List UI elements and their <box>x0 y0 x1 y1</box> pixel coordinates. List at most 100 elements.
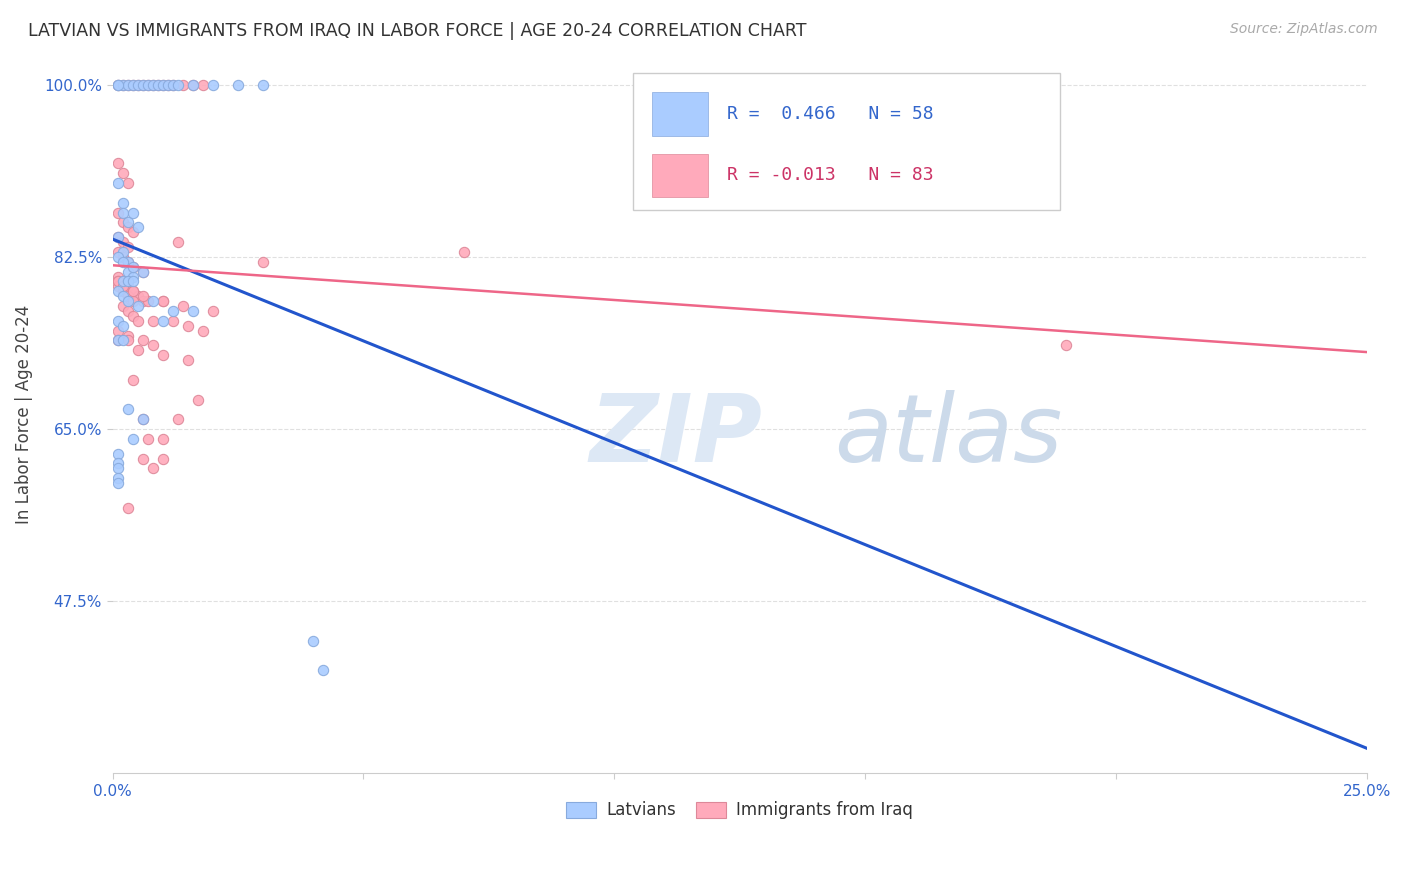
Point <box>136 78 159 92</box>
Point <box>111 195 134 210</box>
Text: Source: ZipAtlas.com: Source: ZipAtlas.com <box>1230 22 1378 37</box>
Point <box>121 78 143 92</box>
Point <box>107 285 129 299</box>
Point <box>187 392 209 407</box>
Point <box>111 205 134 219</box>
Point <box>117 176 139 190</box>
Point <box>117 240 139 254</box>
Point <box>111 166 134 180</box>
Point <box>107 275 129 289</box>
FancyBboxPatch shape <box>633 73 1060 210</box>
Point <box>156 78 179 92</box>
Point <box>191 78 214 92</box>
Point <box>121 225 143 239</box>
Point <box>152 314 174 328</box>
Point <box>117 275 139 289</box>
Point <box>121 275 143 289</box>
Point <box>107 230 129 244</box>
Point <box>117 500 139 515</box>
FancyBboxPatch shape <box>652 154 709 197</box>
Point <box>142 461 165 475</box>
Point <box>117 264 139 278</box>
Point <box>252 254 274 268</box>
Point <box>131 451 153 466</box>
Point <box>312 663 335 677</box>
Point <box>127 299 149 313</box>
Point <box>121 260 143 274</box>
Point <box>117 254 139 268</box>
Point <box>121 269 143 284</box>
Point <box>152 348 174 362</box>
Point <box>181 78 204 92</box>
Text: LATVIAN VS IMMIGRANTS FROM IRAQ IN LABOR FORCE | AGE 20-24 CORRELATION CHART: LATVIAN VS IMMIGRANTS FROM IRAQ IN LABOR… <box>28 22 807 40</box>
Point <box>302 633 325 648</box>
Point <box>117 328 139 343</box>
Point <box>131 264 153 278</box>
Point <box>162 314 184 328</box>
Point <box>107 324 129 338</box>
Point <box>152 451 174 466</box>
Text: R =  0.466   N = 58: R = 0.466 N = 58 <box>727 105 934 123</box>
Point <box>201 78 224 92</box>
Point <box>142 78 165 92</box>
Point <box>162 304 184 318</box>
Point <box>131 289 153 303</box>
Point <box>107 244 129 259</box>
Point <box>142 78 165 92</box>
Point <box>107 279 129 293</box>
Point <box>111 334 134 348</box>
Point <box>117 78 139 92</box>
Point <box>127 220 149 235</box>
Point <box>166 412 188 426</box>
Point <box>252 78 274 92</box>
Point <box>111 78 134 92</box>
Point <box>111 235 134 249</box>
Point <box>127 343 149 358</box>
Point <box>111 244 134 259</box>
Point <box>162 78 184 92</box>
Point <box>107 205 129 219</box>
Point <box>117 254 139 268</box>
Point <box>131 78 153 92</box>
Point <box>107 471 129 485</box>
Point <box>1054 338 1077 352</box>
Point <box>121 260 143 274</box>
Point <box>117 275 139 289</box>
Point <box>152 78 174 92</box>
Point <box>201 304 224 318</box>
Point <box>121 294 143 309</box>
Point <box>177 353 200 368</box>
Point <box>121 309 143 323</box>
Point <box>131 264 153 278</box>
Point <box>136 432 159 446</box>
Point <box>111 250 134 264</box>
Point <box>136 78 159 92</box>
Point <box>107 275 129 289</box>
Point <box>136 294 159 309</box>
Point <box>121 432 143 446</box>
Point <box>131 78 153 92</box>
Point <box>107 314 129 328</box>
Point <box>111 279 134 293</box>
Point <box>152 78 174 92</box>
Point <box>107 78 129 92</box>
Point <box>117 279 139 293</box>
Point <box>107 269 129 284</box>
Point <box>146 78 169 92</box>
Point <box>127 289 149 303</box>
Point <box>107 334 129 348</box>
Point <box>152 294 174 309</box>
Point <box>181 78 204 92</box>
Point <box>117 78 139 92</box>
Point <box>181 304 204 318</box>
Point <box>117 220 139 235</box>
Point <box>111 78 134 92</box>
Point <box>131 412 153 426</box>
Point <box>107 156 129 170</box>
Point <box>111 318 134 333</box>
Point <box>111 275 134 289</box>
Point <box>142 294 165 309</box>
Point <box>191 324 214 338</box>
Point <box>166 235 188 249</box>
Point <box>177 318 200 333</box>
